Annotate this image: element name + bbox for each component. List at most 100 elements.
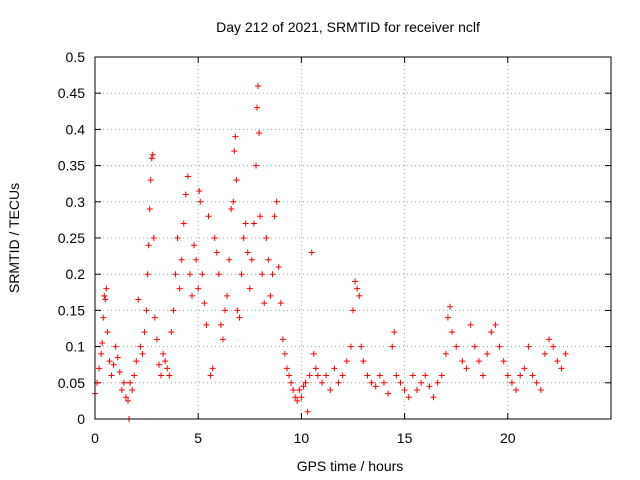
data-point: [170, 307, 177, 314]
data-point: [147, 177, 154, 184]
data-point: [137, 343, 144, 350]
data-point: [168, 329, 175, 336]
data-point: [230, 198, 237, 205]
data-point: [356, 292, 363, 299]
data-point: [257, 213, 264, 220]
data-point: [102, 296, 109, 303]
data-point: [376, 372, 383, 379]
data-point: [234, 307, 241, 314]
data-point: [246, 285, 253, 292]
data-point: [250, 220, 257, 227]
data-point: [385, 390, 392, 397]
data-point: [215, 271, 222, 278]
data-point: [335, 379, 342, 386]
data-point: [248, 256, 255, 263]
data-point: [302, 379, 309, 386]
data-point: [133, 358, 140, 365]
data-point: [101, 292, 108, 299]
data-point: [331, 365, 338, 372]
data-point: [164, 365, 171, 372]
data-point: [434, 379, 441, 386]
data-point: [217, 321, 224, 328]
data-point: [562, 350, 569, 357]
data-point: [508, 379, 515, 386]
data-point: [449, 329, 456, 336]
data-point: [228, 206, 235, 213]
data-point: [233, 177, 240, 184]
data-point: [275, 263, 282, 270]
data-point: [397, 379, 404, 386]
x-tick-label: 5: [194, 430, 202, 446]
data-point: [96, 365, 103, 372]
data-point: [256, 130, 263, 137]
data-point: [252, 162, 259, 169]
y-tick-label: 0.3: [66, 194, 86, 210]
data-point: [150, 235, 157, 241]
data-point: [537, 387, 544, 394]
data-point: [418, 379, 425, 386]
data-point: [122, 394, 129, 401]
data-point: [244, 249, 251, 256]
data-point: [546, 336, 553, 343]
data-point: [372, 383, 379, 390]
data-point: [471, 343, 478, 350]
data-point: [267, 292, 274, 299]
data-point: [360, 358, 367, 365]
data-point: [166, 372, 173, 379]
data-points: [92, 82, 569, 422]
data-point: [176, 285, 183, 292]
data-point: [444, 314, 451, 321]
data-point: [327, 387, 334, 394]
data-point: [131, 372, 138, 379]
data-point: [312, 365, 319, 372]
y-tick-label: 0.1: [66, 339, 86, 355]
data-point: [525, 343, 532, 350]
data-point: [180, 220, 187, 227]
y-tick-label: 0.35: [58, 158, 85, 174]
x-tick-label: 15: [397, 430, 413, 446]
data-point: [178, 256, 185, 263]
data-point: [364, 372, 371, 379]
y-tick-label: 0.4: [66, 121, 86, 137]
data-point: [219, 336, 226, 343]
data-point: [263, 235, 270, 241]
data-point: [480, 372, 487, 379]
data-point: [231, 148, 238, 155]
data-point: [401, 387, 408, 394]
data-point: [422, 372, 429, 379]
data-point: [143, 307, 150, 314]
data-point: [259, 271, 266, 278]
data-point: [125, 397, 132, 404]
data-point: [288, 379, 295, 386]
data-point: [550, 343, 557, 350]
data-point: [513, 387, 520, 394]
data-point: [149, 151, 156, 158]
y-tick-labels: 0 0.05 0.1 0.15 0.2 0.25 0.3 0.35 0.4 0.45 0.5: [58, 49, 85, 427]
data-point: [290, 387, 297, 394]
data-point: [554, 358, 561, 365]
data-point: [484, 350, 491, 357]
data-point: [108, 372, 115, 379]
y-axis-label: SRMTID / TECUs: [6, 183, 22, 293]
data-point: [242, 220, 249, 227]
data-point: [463, 365, 470, 372]
data-point: [453, 343, 460, 350]
data-point: [195, 285, 202, 292]
data-point: [319, 379, 326, 386]
y-tick-label: 0: [77, 411, 85, 427]
x-axis-label: GPS time / hours: [297, 458, 404, 474]
data-point: [430, 394, 437, 401]
data-point: [298, 394, 305, 401]
data-point: [358, 343, 365, 350]
data-point: [158, 372, 165, 379]
data-point: [405, 394, 412, 401]
data-point: [265, 256, 272, 263]
data-point: [205, 213, 212, 220]
data-point: [116, 368, 123, 375]
y-tick-label: 0.45: [58, 85, 85, 101]
data-point: [224, 292, 231, 299]
data-point: [155, 361, 162, 368]
data-point: [529, 372, 536, 379]
data-point: [269, 271, 276, 278]
data-point: [500, 358, 507, 365]
